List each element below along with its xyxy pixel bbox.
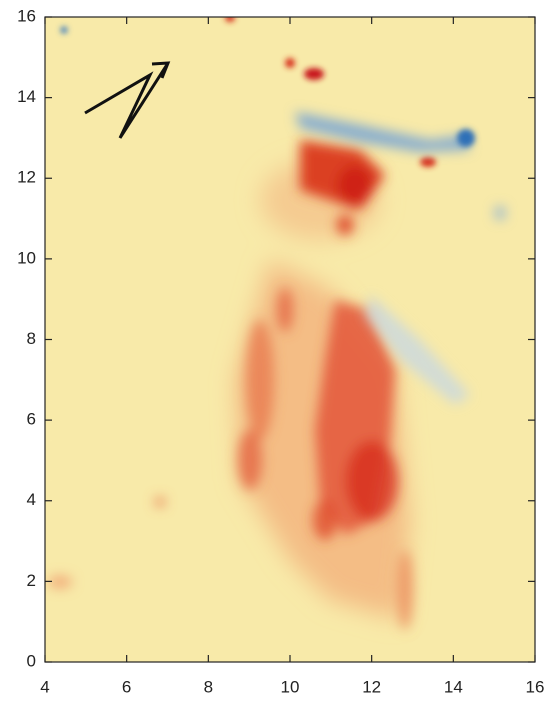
- x-tick-label: 16: [526, 677, 545, 696]
- field: [45, 17, 535, 662]
- y-tick-label: 6: [27, 410, 36, 429]
- x-tick-label: 8: [204, 677, 213, 696]
- y-tick-label: 2: [27, 571, 36, 590]
- y-tick-label: 14: [17, 87, 36, 106]
- field-cold: [60, 26, 475, 147]
- y-tick-label: 0: [27, 651, 36, 670]
- x-tick-label: 10: [281, 677, 300, 696]
- y-tick-label: 16: [17, 6, 36, 25]
- y-tick-label: 4: [27, 490, 36, 509]
- x-tick-label: 14: [444, 677, 463, 696]
- field-blue: [295, 112, 505, 405]
- y-tick-label: 8: [27, 329, 36, 348]
- y-tick-label: 12: [17, 168, 36, 187]
- y-tick-label: 10: [17, 248, 36, 267]
- x-tick-label: 4: [40, 677, 49, 696]
- field-red: [48, 140, 413, 630]
- x-tick-label: 12: [362, 677, 381, 696]
- field-hot: [225, 17, 436, 167]
- north-arrow: [84, 61, 171, 139]
- x-tick-label: 6: [122, 677, 131, 696]
